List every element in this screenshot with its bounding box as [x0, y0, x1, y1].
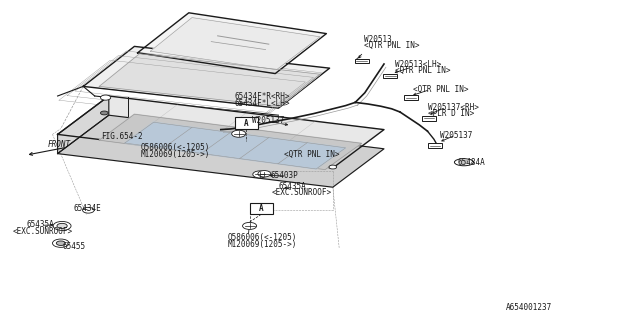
- Polygon shape: [125, 122, 346, 169]
- Text: W205137: W205137: [252, 116, 285, 125]
- Polygon shape: [150, 18, 320, 70]
- Text: <EXC.SUNROOF>: <EXC.SUNROOF>: [13, 228, 73, 236]
- Polygon shape: [58, 115, 384, 187]
- Text: 65434F*R<RH>: 65434F*R<RH>: [235, 92, 291, 101]
- Bar: [422, 116, 436, 121]
- Circle shape: [83, 207, 94, 213]
- Bar: [428, 143, 442, 148]
- Text: A: A: [259, 204, 264, 213]
- Text: 65434E: 65434E: [74, 204, 101, 213]
- Ellipse shape: [459, 161, 469, 164]
- Circle shape: [52, 239, 69, 247]
- Text: W205137: W205137: [440, 131, 473, 140]
- Ellipse shape: [454, 159, 474, 166]
- Polygon shape: [83, 46, 330, 108]
- Text: A: A: [244, 119, 249, 128]
- Text: <EXC.SUNROOF>: <EXC.SUNROOF>: [272, 188, 332, 197]
- Polygon shape: [99, 114, 362, 170]
- Circle shape: [243, 222, 257, 229]
- Bar: [250, 203, 273, 214]
- Text: W20513<LH>: W20513<LH>: [395, 60, 441, 68]
- Polygon shape: [58, 96, 109, 154]
- Text: <QTR PNL IN>: <QTR PNL IN>: [413, 84, 468, 93]
- Text: <QTR PNL IN>: <QTR PNL IN>: [395, 66, 451, 75]
- Circle shape: [253, 171, 267, 178]
- Circle shape: [232, 130, 246, 137]
- Text: <PLR D IN>: <PLR D IN>: [428, 109, 474, 118]
- Bar: [355, 59, 369, 63]
- Bar: [235, 117, 258, 129]
- Polygon shape: [138, 13, 326, 74]
- Circle shape: [56, 241, 65, 245]
- Text: 65435A: 65435A: [278, 182, 306, 191]
- Text: FIG.654-2: FIG.654-2: [101, 132, 143, 141]
- Circle shape: [100, 111, 108, 115]
- Bar: [404, 95, 418, 100]
- Text: M120069(1205->): M120069(1205->): [227, 240, 296, 249]
- Bar: [383, 74, 397, 78]
- Circle shape: [57, 223, 67, 228]
- Text: A654001237: A654001237: [506, 303, 552, 312]
- Text: 65455: 65455: [63, 242, 86, 251]
- Text: <QTR PNL IN>: <QTR PNL IN>: [364, 41, 419, 50]
- Text: 65484A: 65484A: [458, 158, 485, 167]
- Text: Q586006(<-1205): Q586006(<-1205): [227, 233, 296, 242]
- Text: FRONT: FRONT: [48, 140, 71, 149]
- Text: M120069(1205->): M120069(1205->): [141, 150, 210, 159]
- Polygon shape: [58, 96, 384, 168]
- Text: W20513: W20513: [364, 35, 391, 44]
- Circle shape: [53, 221, 71, 230]
- Circle shape: [329, 165, 337, 169]
- Text: <QTR PNL IN>: <QTR PNL IN>: [284, 150, 339, 159]
- Text: 65434F*L<LH>: 65434F*L<LH>: [235, 99, 291, 108]
- Polygon shape: [99, 54, 320, 106]
- Text: 65403P: 65403P: [270, 171, 298, 180]
- Text: Q586006(<-1205): Q586006(<-1205): [141, 143, 210, 152]
- Text: W205137<RH>: W205137<RH>: [428, 103, 478, 112]
- Circle shape: [258, 171, 271, 177]
- Circle shape: [100, 95, 111, 100]
- Text: 65435A: 65435A: [27, 220, 54, 229]
